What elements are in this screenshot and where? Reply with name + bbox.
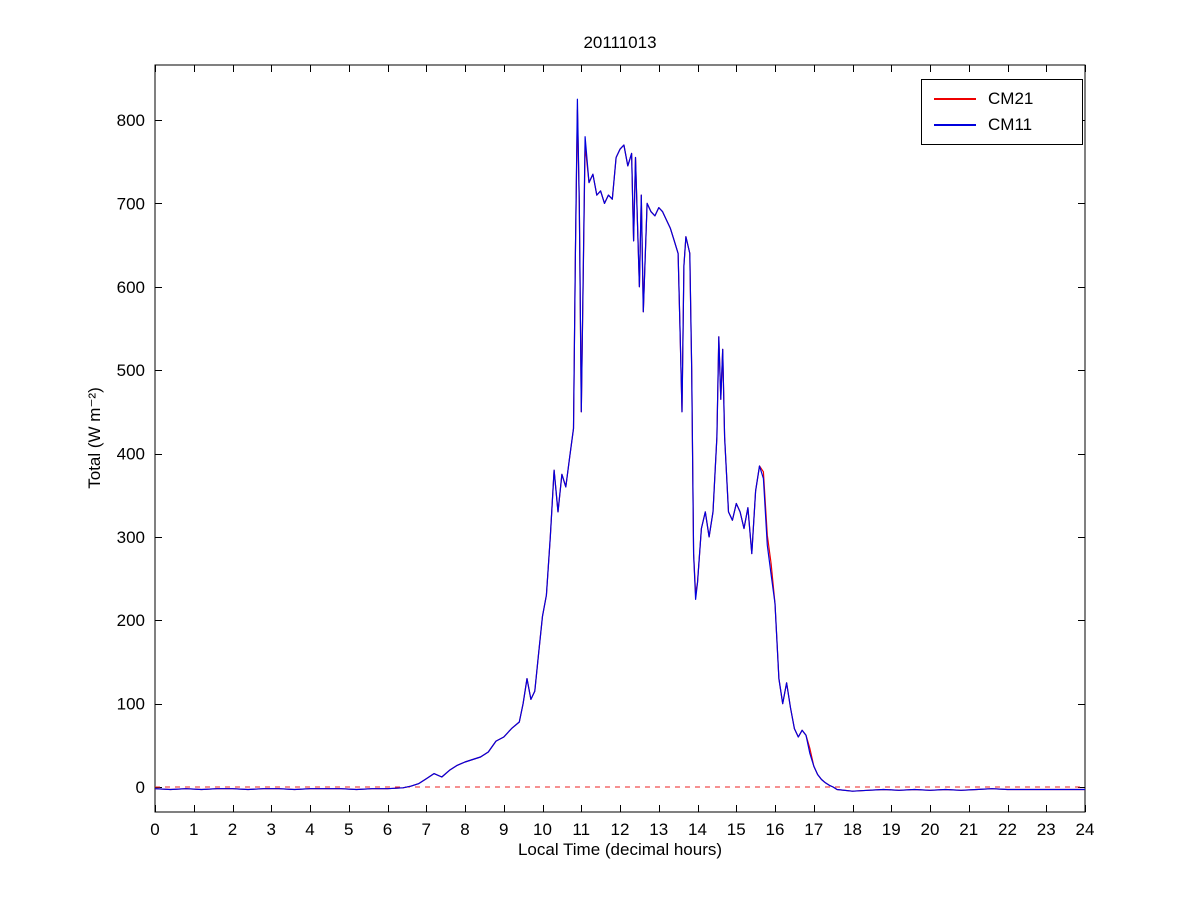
cm11-line-swatch-icon [934, 124, 976, 126]
x-tick-label: 15 [727, 820, 746, 839]
y-tick-label: 0 [136, 778, 145, 797]
y-tick-label: 300 [117, 528, 145, 547]
x-axis-label: Local Time (decimal hours) [517, 840, 723, 859]
x-tick-label: 10 [533, 820, 552, 839]
x-tick-label: 21 [959, 820, 978, 839]
x-tick-label: 5 [344, 820, 353, 839]
x-tick-label: 2 [228, 820, 237, 839]
x-tick-label: 18 [843, 820, 862, 839]
x-tick-label: 19 [882, 820, 901, 839]
legend-entry-cm11: CM11 [922, 112, 1082, 138]
legend-label-cm11: CM11 [988, 115, 1033, 134]
y-tick-label: 100 [117, 695, 145, 714]
y-tick-label: 400 [117, 445, 145, 464]
y-axis-label: Total (W m⁻²) [85, 387, 104, 489]
x-tick-label: 22 [998, 820, 1017, 839]
x-tick-label: 17 [804, 820, 823, 839]
x-tick-label: 3 [267, 820, 276, 839]
x-tick-label: 8 [460, 820, 469, 839]
legend-entry-cm21: CM21 [922, 86, 1082, 112]
y-tick-label: 700 [117, 194, 145, 213]
x-tick-label: 11 [572, 820, 590, 839]
series-line-cm21 [154, 109, 1085, 792]
y-tick-label: 200 [117, 611, 145, 630]
x-tick-label: 9 [499, 820, 508, 839]
chart-title: 20111013 [583, 33, 657, 52]
y-tick-label: 500 [117, 361, 145, 380]
x-tick-label: 20 [921, 820, 940, 839]
x-tick-label: 23 [1037, 820, 1056, 839]
x-tick-label: 4 [305, 820, 314, 839]
x-tick-label: 12 [611, 820, 630, 839]
legend: CM21 CM11 [921, 79, 1083, 145]
cm21-line-swatch-icon [934, 98, 976, 100]
y-tick-label: 800 [117, 111, 145, 130]
x-tick-label: 7 [422, 820, 431, 839]
x-tick-label: 24 [1076, 820, 1095, 839]
legend-label-cm21: CM21 [988, 89, 1034, 108]
x-tick-label: 16 [766, 820, 785, 839]
x-tick-label: 13 [649, 820, 668, 839]
x-tick-label: 1 [189, 820, 198, 839]
x-tick-label: 0 [150, 820, 159, 839]
x-tick-label: 6 [383, 820, 392, 839]
axes-box [154, 64, 1086, 813]
series-line-cm11 [154, 98, 1085, 792]
x-tick-label: 14 [688, 820, 707, 839]
y-tick-label: 600 [117, 278, 145, 297]
